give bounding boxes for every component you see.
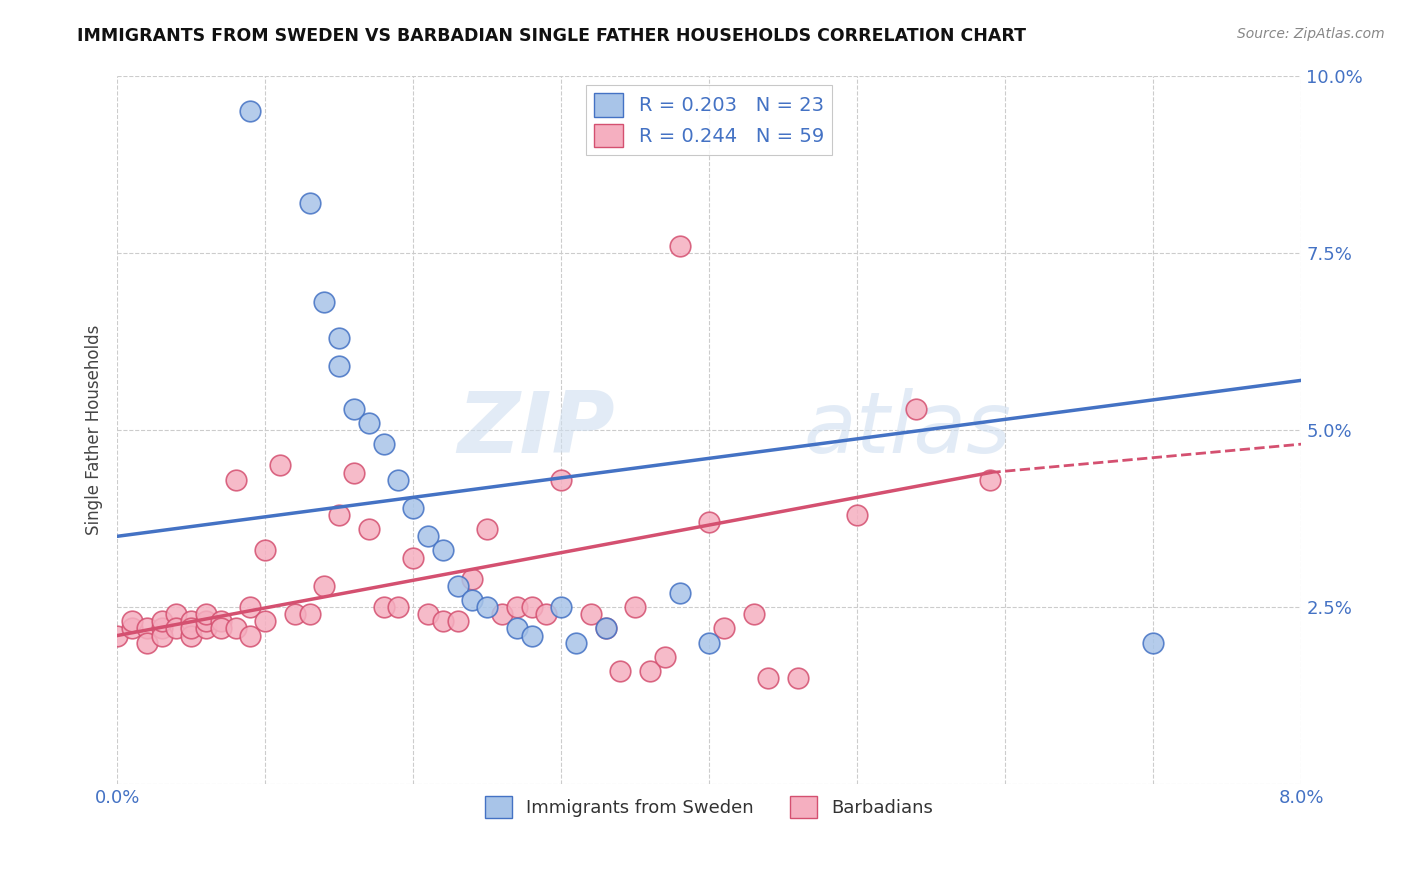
Point (225, 622, 247, 636)
Point (697, 515, 720, 529)
Point (254, 615, 277, 629)
Point (491, 607, 513, 622)
Point (135, 622, 157, 636)
Point (461, 572, 484, 586)
Point (121, 615, 143, 629)
Point (239, 629, 262, 643)
Point (905, 401, 928, 416)
Point (328, 359, 350, 374)
Point (520, 629, 543, 643)
Point (343, 401, 366, 416)
Point (269, 458, 291, 473)
Point (979, 473, 1001, 487)
Point (328, 508, 350, 522)
Text: ZIP: ZIP (457, 389, 614, 472)
Point (195, 622, 218, 636)
Point (787, 671, 810, 685)
Point (432, 543, 454, 558)
Point (595, 622, 617, 636)
Point (638, 664, 661, 678)
Point (357, 416, 380, 430)
Point (150, 629, 173, 643)
Point (209, 622, 232, 636)
Point (298, 607, 321, 622)
Point (180, 615, 202, 629)
Text: atlas: atlas (804, 389, 1012, 472)
Point (150, 622, 173, 636)
Point (180, 629, 202, 643)
Point (373, 600, 395, 615)
Point (654, 649, 676, 664)
Text: Source: ZipAtlas.com: Source: ZipAtlas.com (1237, 27, 1385, 41)
Point (373, 437, 395, 451)
Point (713, 622, 735, 636)
Point (298, 196, 321, 211)
Point (387, 600, 409, 615)
Point (550, 600, 572, 615)
Point (416, 607, 439, 622)
Point (105, 629, 128, 643)
Point (565, 635, 588, 649)
Point (846, 508, 869, 522)
Legend: Immigrants from Sweden, Barbadians: Immigrants from Sweden, Barbadians (478, 789, 941, 825)
Point (668, 238, 690, 252)
Point (758, 671, 780, 685)
Text: IMMIGRANTS FROM SWEDEN VS BARBADIAN SINGLE FATHER HOUSEHOLDS CORRELATION CHART: IMMIGRANTS FROM SWEDEN VS BARBADIAN SING… (77, 27, 1026, 45)
Point (579, 607, 602, 622)
Point (624, 600, 647, 615)
Point (697, 635, 720, 649)
Point (668, 586, 690, 600)
Point (357, 522, 380, 536)
Point (1142, 635, 1164, 649)
Point (477, 522, 499, 536)
Point (446, 579, 468, 593)
Point (506, 622, 529, 636)
Point (328, 331, 350, 345)
Y-axis label: Single Father Households: Single Father Households (86, 325, 103, 535)
Point (209, 615, 232, 629)
Point (150, 615, 173, 629)
Point (284, 607, 307, 622)
Point (254, 543, 277, 558)
Point (609, 664, 631, 678)
Point (195, 607, 218, 622)
Point (387, 473, 409, 487)
Point (135, 635, 157, 649)
Point (195, 615, 218, 629)
Point (225, 473, 247, 487)
Point (402, 500, 425, 515)
Point (550, 473, 572, 487)
Point (239, 600, 262, 615)
Point (165, 622, 187, 636)
Point (314, 579, 336, 593)
Point (477, 600, 499, 615)
Point (432, 615, 454, 629)
Point (416, 529, 439, 543)
Point (595, 622, 617, 636)
Point (343, 466, 366, 480)
Point (314, 295, 336, 310)
Point (446, 615, 468, 629)
Point (506, 600, 529, 615)
Point (165, 607, 187, 622)
Point (121, 622, 143, 636)
Point (402, 550, 425, 565)
Point (536, 607, 558, 622)
Point (520, 600, 543, 615)
Point (239, 103, 262, 118)
Point (461, 593, 484, 607)
Point (180, 622, 202, 636)
Point (742, 607, 765, 622)
